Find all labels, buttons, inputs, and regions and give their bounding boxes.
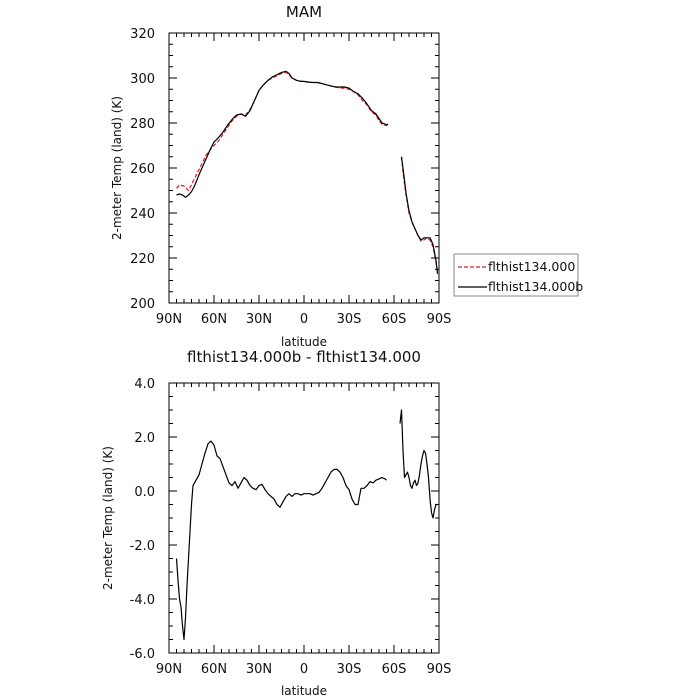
axis-ticks: 90N 60N 30N 0 30S 60S 90S -6.0 -4.0 -2.0 0.0 2.0 4.0: [130, 377, 452, 677]
x-tick-label: 90N: [156, 312, 182, 327]
x-tick-label: 90S: [427, 662, 452, 677]
series-line-1-segment-2: [399, 409, 438, 519]
y-tick-label: 300: [130, 72, 155, 87]
y-axis-label: 2-meter Temp (land) (K): [101, 446, 115, 590]
plot-area: [175, 409, 438, 641]
x-tick-label: 30N: [246, 312, 272, 327]
x-tick-label: 90S: [427, 312, 452, 327]
x-tick-label: 30S: [337, 312, 362, 327]
series-line-1-segment-2: [400, 156, 439, 272]
series-line-2-segment-2: [400, 156, 439, 274]
x-axis-label: latitude: [281, 684, 327, 698]
y-tick-label: 280: [130, 117, 155, 132]
y-tick-label: 220: [130, 252, 155, 267]
y-tick-label: -2.0: [130, 539, 155, 554]
series-line-2-segment-1: [176, 70, 389, 198]
x-tick-label: 60S: [382, 312, 407, 327]
series-line-1-segment-1: [176, 71, 389, 192]
y-tick-label: 320: [130, 27, 155, 42]
panel-top: MAM latitude 2-meter Temp (land) (K) 90N…: [110, 3, 451, 349]
y-tick-label: 2.0: [134, 431, 155, 446]
x-tick-label: 60N: [201, 312, 227, 327]
x-tick-label: 30N: [246, 662, 272, 677]
y-tick-label: -6.0: [130, 647, 155, 662]
y-tick-label: 0.0: [134, 485, 155, 500]
legend-label-series-1: flthist134.000: [488, 259, 575, 274]
x-tick-label: 90N: [156, 662, 182, 677]
chart-title: flthist134.000b - flthist134.000: [187, 348, 421, 366]
x-axis-label: latitude: [281, 335, 327, 349]
x-tick-label: 60N: [201, 662, 227, 677]
x-tick-label: 0: [300, 312, 308, 327]
legend-label-series-2: flthist134.000b: [488, 279, 583, 294]
legend: flthist134.000 flthist134.000b: [453, 253, 583, 297]
y-axis-label: 2-meter Temp (land) (K): [110, 96, 124, 240]
axis-ticks: 90N 60N 30N 0 30S 60S 90S 200 220 240 260 280 300 320: [130, 27, 451, 327]
y-tick-label: 240: [130, 207, 155, 222]
x-tick-label: 30S: [337, 662, 362, 677]
plot-frame: [168, 382, 440, 654]
x-tick-label: 0: [300, 662, 308, 677]
series-line-1-segment-1: [175, 440, 387, 641]
y-tick-label: -4.0: [130, 593, 155, 608]
plot-area: [176, 70, 439, 274]
y-tick-label: 4.0: [134, 377, 155, 392]
plot-frame: [168, 32, 440, 304]
x-tick-label: 60S: [382, 662, 407, 677]
y-tick-label: 260: [130, 162, 155, 177]
y-tick-label: 200: [130, 297, 155, 312]
panel-bottom: flthist134.000b - flthist134.000 latitud…: [101, 348, 451, 698]
legend-box: [453, 253, 579, 297]
chart-title: MAM: [286, 3, 322, 21]
